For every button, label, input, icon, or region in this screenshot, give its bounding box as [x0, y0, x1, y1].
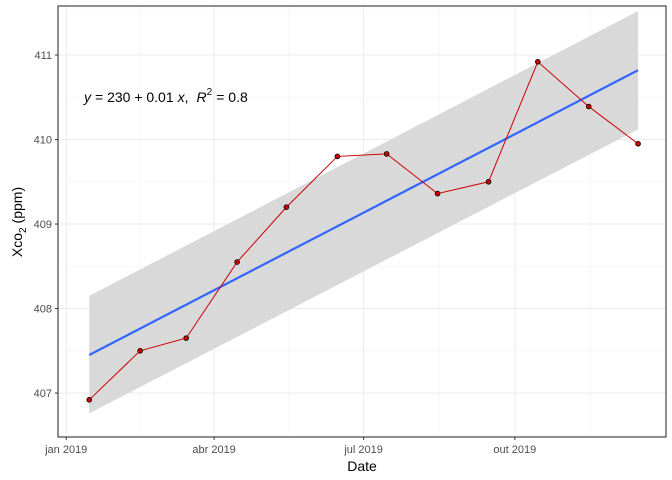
regression-line-path [88, 69, 639, 357]
data-point [334, 153, 341, 160]
data-point [635, 140, 641, 147]
y-axis-title-unit: (ppm) [9, 187, 25, 224]
data-series [86, 58, 641, 403]
data-point [183, 335, 189, 341]
equation-r-value: = 0.8 [216, 89, 248, 105]
y-axis-title-main: Xco [9, 233, 25, 257]
data-point [234, 259, 240, 265]
data-point [535, 58, 541, 65]
equation-separator: , [185, 89, 189, 105]
x-tick-label: jan 2019 [44, 444, 87, 456]
equation-y-var: y [83, 89, 92, 105]
equation-x-var: x [177, 89, 186, 105]
equation-body: = 230 + 0.01 [95, 89, 174, 105]
x-tick-label: abr 2019 [192, 444, 235, 456]
data-line [88, 60, 639, 401]
y-tick-label: 407 [34, 388, 52, 400]
y-axis-title-subscript: 2 [18, 227, 29, 233]
y-tick-label: 408 [34, 304, 52, 316]
equation-r-label: R [197, 89, 207, 105]
data-point [434, 190, 441, 197]
y-tick-label: 410 [34, 135, 52, 147]
x-tick-label: jul 2019 [343, 444, 383, 456]
x-axis-title: Date [347, 458, 377, 474]
major-grid [58, 6, 666, 437]
regression-equation: y = 230 + 0.01 x, R2 = 0.8 [83, 87, 248, 105]
y-tick-label: 409 [34, 219, 52, 231]
data-point [137, 347, 143, 354]
data-point [485, 178, 492, 185]
y-axis-title: Xco2 (ppm) [9, 187, 29, 257]
y-axis: 407 408 409 410 411 [34, 50, 58, 400]
x-axis: jan 2019 abr 2019 jul 2019 out 2019 [44, 437, 536, 456]
regression-line [88, 69, 639, 357]
plot-panel-border [57, 5, 667, 438]
equation-r-sup: 2 [207, 87, 213, 98]
data-point [585, 103, 592, 110]
data-point [383, 151, 390, 157]
y-tick-label: 411 [34, 50, 52, 62]
data-point [283, 204, 290, 210]
data-point [86, 397, 93, 403]
x-tick-label: out 2019 [493, 444, 536, 456]
